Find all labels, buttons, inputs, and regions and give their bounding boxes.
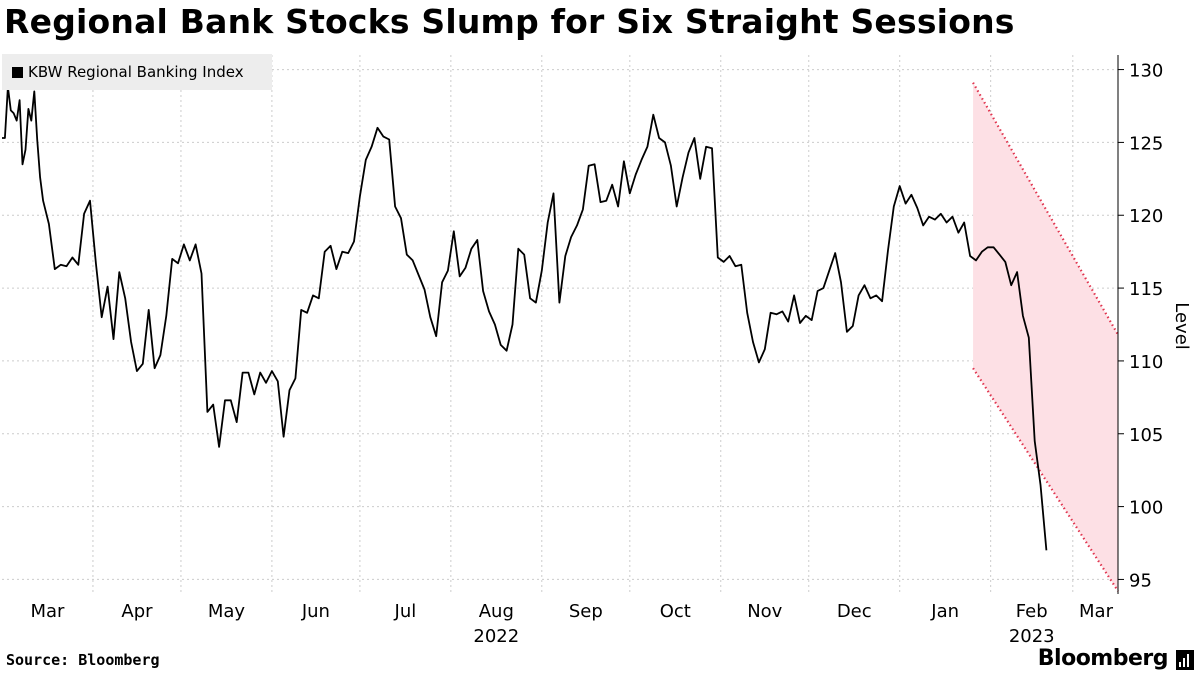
- x-month-label: Apr: [121, 601, 153, 622]
- chart-title: Regional Bank Stocks Slump for Six Strai…: [4, 2, 1015, 41]
- y-tick-label: 130: [1129, 61, 1163, 82]
- y-axis-label: Level: [1171, 302, 1192, 350]
- legend-label: KBW Regional Banking Index: [28, 63, 244, 81]
- channel-upper-edge: [972, 82, 1119, 336]
- x-month-label: Jun: [301, 601, 330, 622]
- y-tick-label: 110: [1129, 352, 1163, 373]
- legend-swatch: [12, 66, 23, 78]
- grid-lines: [2, 55, 1118, 594]
- source-note: Source: Bloomberg: [6, 651, 160, 669]
- x-month-label: Dec: [837, 601, 872, 622]
- x-month-label: Nov: [747, 601, 782, 622]
- x-year-label: 2022: [473, 626, 519, 647]
- x-axis-ticks: Mar Apr May Jun Jul Aug Sep Oct Nov Dec Jan Feb Mar 2…: [30, 601, 1113, 647]
- x-month-label: May: [208, 601, 246, 622]
- x-year-label: 2023: [1009, 626, 1055, 647]
- y-tick-label: 105: [1129, 425, 1163, 446]
- series-line-kbw-regional-banking-index: [2, 86, 1048, 551]
- y-tick-label: 120: [1129, 206, 1163, 227]
- y-tick-label: 95: [1129, 570, 1152, 591]
- bloomberg-logo-text: Bloomberg: [1037, 646, 1169, 671]
- x-month-label: Sep: [569, 601, 603, 622]
- downtrend-channel-band: [973, 82, 1118, 594]
- bloomberg-terminal-icon: [1176, 650, 1194, 670]
- y-axis-ticks: 95 100 105 110 115 120 125 130: [1118, 61, 1163, 591]
- x-month-label: Mar: [1079, 601, 1114, 622]
- y-tick-label: 100: [1129, 498, 1163, 519]
- y-tick-label: 115: [1129, 279, 1163, 300]
- channel-lower-edge: [972, 367, 1119, 592]
- x-month-label: Oct: [660, 601, 691, 622]
- y-tick-label: 125: [1129, 133, 1163, 154]
- x-month-label: Aug: [479, 601, 514, 622]
- x-month-label: Jan: [930, 601, 959, 622]
- x-month-label: Feb: [1016, 601, 1048, 622]
- x-month-label: Jul: [394, 601, 417, 622]
- x-month-label: Mar: [30, 601, 65, 622]
- legend: KBW Regional Banking Index: [2, 54, 272, 90]
